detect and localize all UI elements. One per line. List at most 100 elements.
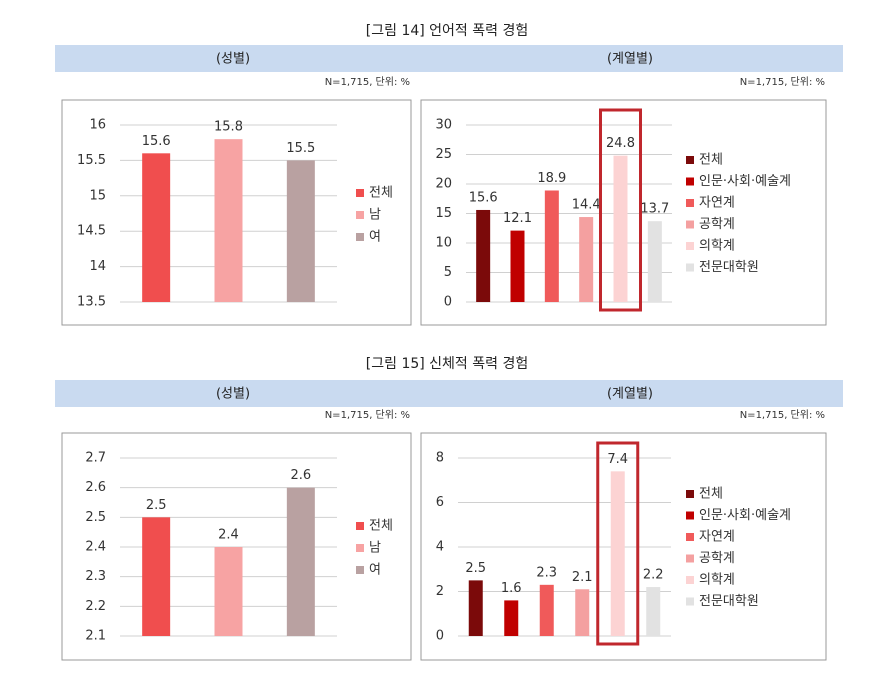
- legend-label: 인문·사회·예술계: [699, 508, 791, 523]
- data-label: 2.5: [465, 561, 486, 576]
- bar: [575, 589, 590, 636]
- data-label: 2.5: [146, 498, 167, 513]
- legend-label: 전체: [369, 186, 393, 201]
- data-label: 2.2: [643, 568, 664, 583]
- bar: [214, 547, 243, 636]
- y-tick-label: 4: [436, 540, 444, 555]
- legend-label: 전체: [699, 487, 723, 502]
- highlight-box: [596, 441, 640, 646]
- y-tick-label: 2.3: [85, 569, 106, 584]
- bar: [468, 580, 483, 636]
- legend-label: 자연계: [699, 196, 735, 211]
- y-tick-label: 8: [436, 451, 444, 466]
- y-tick-label: 15: [89, 188, 106, 203]
- legend-swatch: [356, 211, 364, 219]
- bar: [646, 587, 661, 636]
- note: N=1,715, 단위: %: [325, 75, 410, 88]
- legend-label: 전문대학원: [699, 260, 759, 275]
- data-label: 12.1: [503, 211, 532, 226]
- legend-label: 자연계: [699, 530, 735, 545]
- legend-swatch: [686, 199, 694, 207]
- y-tick-label: 15: [435, 206, 452, 221]
- data-label: 2.4: [218, 528, 239, 543]
- y-tick-label: 13.5: [77, 295, 106, 310]
- y-tick-label: 14.5: [77, 224, 106, 239]
- y-tick-label: 6: [436, 495, 444, 510]
- y-tick-label: 0: [444, 295, 452, 310]
- legend-swatch: [686, 576, 694, 584]
- y-tick-label: 20: [435, 177, 452, 192]
- bar: [286, 160, 315, 302]
- legend-swatch: [686, 156, 694, 164]
- legend-swatch: [356, 522, 364, 530]
- header-bar: [55, 380, 843, 407]
- legend-label: 공학계: [699, 217, 735, 232]
- data-label: 2.6: [290, 468, 311, 483]
- y-tick-label: 16: [89, 118, 106, 133]
- panel-header: (계열별): [607, 387, 653, 402]
- data-label: 15.6: [142, 134, 171, 149]
- legend-swatch: [356, 566, 364, 574]
- legend-label: 인문·사회·예술계: [699, 174, 791, 189]
- y-tick-label: 30: [435, 118, 452, 133]
- note: N=1,715, 단위: %: [740, 408, 825, 421]
- legend-swatch: [686, 533, 694, 541]
- bar: [476, 209, 491, 302]
- legend-label: 전문대학원: [699, 594, 759, 609]
- legend-label: 전체: [369, 519, 393, 534]
- note: N=1,715, 단위: %: [325, 408, 410, 421]
- legend-swatch: [686, 597, 694, 606]
- data-label: 1.6: [501, 581, 522, 596]
- data-label: 18.9: [537, 171, 566, 186]
- panel-header: (성별): [216, 52, 250, 67]
- legend-swatch: [686, 554, 694, 563]
- data-label: 15.8: [214, 120, 243, 135]
- legend-label: 여: [369, 230, 381, 245]
- data-label: 2.3: [536, 565, 557, 580]
- legend-label: 여: [369, 563, 381, 578]
- legend-swatch: [356, 544, 364, 552]
- bar: [286, 487, 315, 636]
- figure-title: [그림 14] 언어적 폭력 경험: [366, 23, 528, 39]
- data-label: 15.6: [469, 190, 498, 205]
- panel-header: (계열별): [607, 52, 653, 67]
- legend-label: 전체: [699, 153, 723, 168]
- legend-swatch: [686, 220, 694, 229]
- data-label: 7.4: [607, 452, 628, 467]
- data-label: 13.7: [640, 202, 669, 217]
- bar: [647, 221, 662, 302]
- y-tick-label: 2.2: [85, 599, 106, 614]
- bar: [610, 471, 625, 636]
- bar: [214, 139, 243, 302]
- highlight-box: [599, 108, 642, 312]
- legend-swatch: [356, 233, 364, 241]
- legend-label: 공학계: [699, 551, 735, 566]
- data-label: 2.1: [572, 570, 593, 585]
- legend-label: 남: [369, 208, 381, 223]
- y-tick-label: 2: [436, 584, 444, 599]
- legend-swatch: [356, 189, 364, 197]
- data-label: 15.5: [286, 141, 315, 156]
- legend-swatch: [686, 490, 694, 498]
- note: N=1,715, 단위: %: [740, 75, 825, 88]
- bar: [539, 584, 554, 636]
- bar: [544, 190, 559, 302]
- bar: [613, 155, 628, 302]
- legend-label: 의학계: [699, 239, 735, 254]
- legend-label: 남: [369, 541, 381, 556]
- legend-swatch: [686, 242, 694, 250]
- bar: [142, 517, 171, 636]
- y-tick-label: 15.5: [77, 153, 106, 168]
- y-tick-label: 2.5: [85, 510, 106, 525]
- data-label: 24.8: [606, 136, 635, 151]
- legend-label: 의학계: [699, 573, 735, 588]
- legend-swatch: [686, 177, 694, 186]
- y-tick-label: 14: [89, 259, 106, 274]
- figure-title: [그림 15] 신체적 폭력 경험: [366, 356, 528, 372]
- y-tick-label: 0: [436, 629, 444, 644]
- legend-swatch: [686, 511, 694, 520]
- y-tick-label: 2.4: [85, 540, 106, 555]
- y-tick-label: 25: [435, 147, 452, 162]
- y-tick-label: 10: [435, 236, 452, 251]
